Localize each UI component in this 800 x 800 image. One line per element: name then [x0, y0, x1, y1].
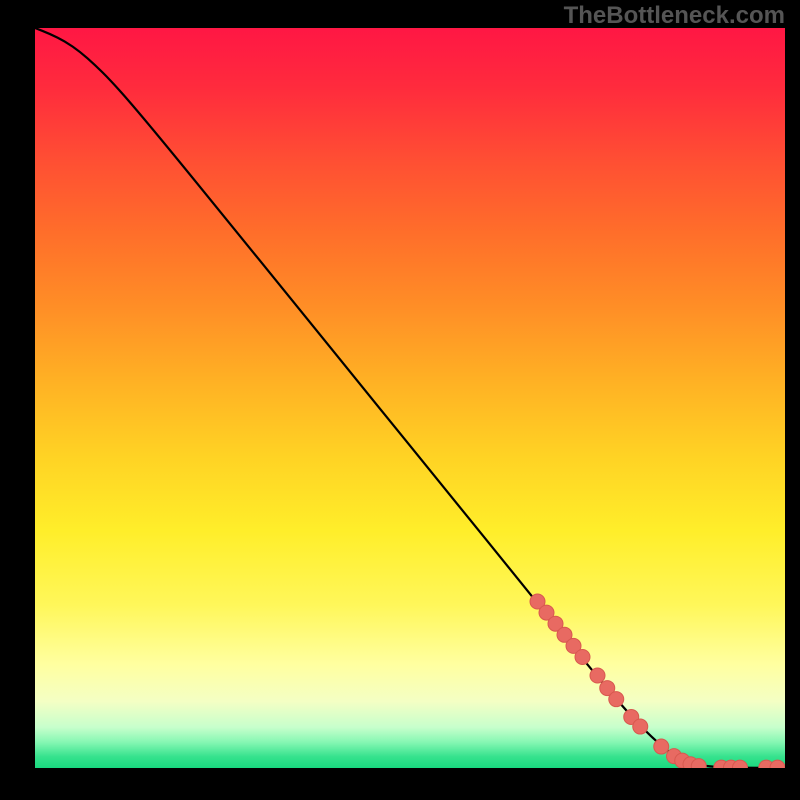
- data-marker: [609, 692, 624, 707]
- data-marker: [590, 668, 605, 683]
- frame-border: [785, 0, 800, 800]
- data-marker: [654, 739, 669, 754]
- attribution-text: TheBottleneck.com: [564, 2, 785, 30]
- data-marker: [633, 719, 648, 734]
- data-marker: [575, 650, 590, 665]
- gradient-background: [35, 28, 785, 768]
- frame-border: [0, 0, 35, 800]
- frame-border: [0, 768, 800, 800]
- plot-area: [35, 28, 785, 768]
- chart-container: TheBottleneck.com: [0, 0, 800, 800]
